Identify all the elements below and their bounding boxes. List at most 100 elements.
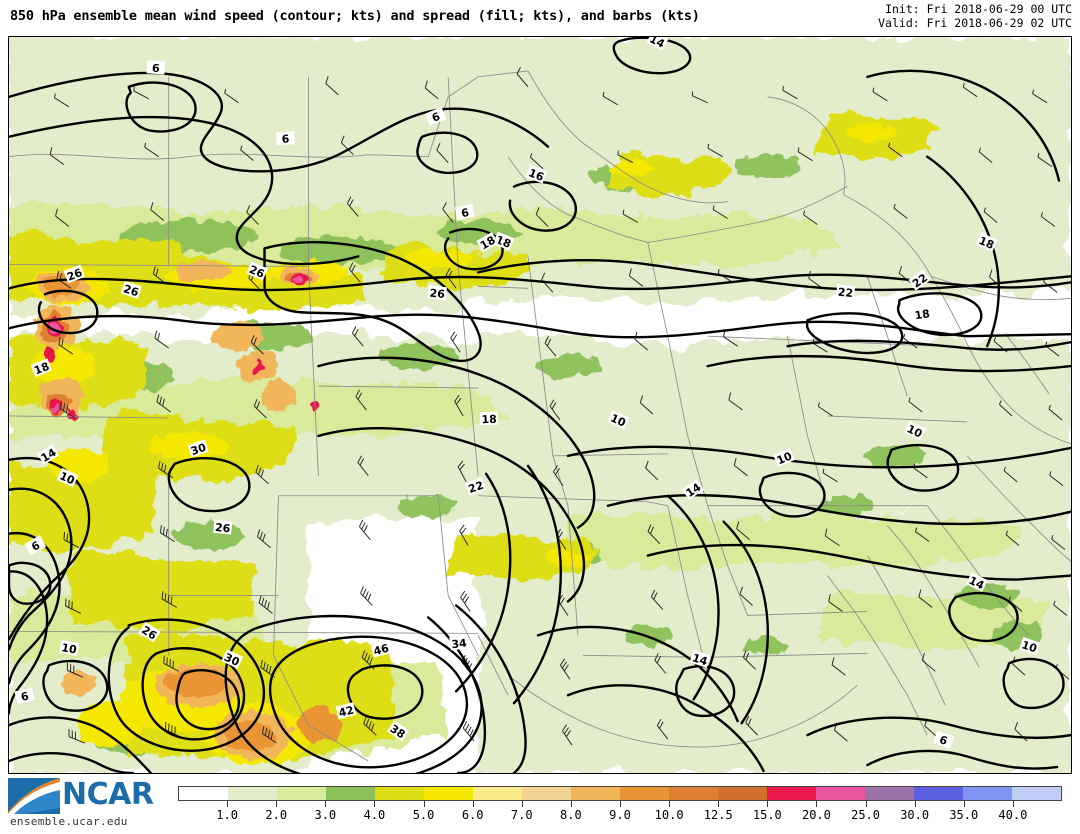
colorbar-tick-label: 3.0	[314, 808, 337, 822]
contour-label: 10	[608, 411, 628, 429]
contour-label-halo	[681, 479, 704, 500]
colorbar-tick-label: 4.0	[363, 808, 386, 822]
contour-label-group: 18	[30, 358, 53, 378]
colorbar-band	[718, 787, 767, 800]
colorbar-band	[228, 787, 277, 800]
contour-label: 42	[337, 704, 355, 720]
contour-label-group: 6	[146, 60, 166, 75]
init-time-label: Init: Fri 2018-06-29 00 UTC	[885, 2, 1072, 16]
contour-label-halo	[689, 649, 711, 668]
contour-label-group: 10	[904, 420, 926, 441]
colorbar-tick	[276, 801, 278, 807]
contour-label-halo	[387, 720, 410, 742]
colorbar-tick	[374, 801, 376, 807]
contour-label-halo	[427, 285, 447, 301]
colorbar-tick	[914, 801, 916, 807]
state-boundaries	[9, 70, 1071, 762]
contour-label-halo	[479, 411, 499, 426]
colorbar-band	[277, 787, 326, 800]
contour-label-group: 6	[454, 203, 475, 221]
colorbar-tick-label: 7.0	[510, 808, 533, 822]
contour-label: 46	[372, 641, 390, 658]
contour-label: 26	[122, 282, 141, 299]
contour-label-halo	[646, 37, 669, 51]
colorbar-tick-label: 40.0	[998, 808, 1028, 822]
contour-label-group: 46	[370, 640, 392, 658]
contour-label: 14	[967, 574, 987, 593]
contour-label-halo	[525, 164, 548, 184]
colorbar-ticks	[178, 801, 1062, 809]
contour-label-group: 30	[187, 439, 209, 458]
contour-label-halo	[933, 730, 955, 749]
colorbar-tick-label: 5.0	[412, 808, 435, 822]
contour-label: 18	[32, 360, 51, 378]
contour-label-halo	[904, 420, 926, 441]
colorbar-tick-labels: 1.0 2.0 3.0 4.0 5.0 6.0 7.0 8.0 9.0 10.0 12.5 15.0 2…	[0, 808, 1080, 826]
contour-label-halo	[965, 572, 988, 592]
colorbar-tick-label: 8.0	[560, 808, 582, 822]
contour-label: 30	[189, 441, 208, 458]
contour-label-halo	[213, 519, 233, 535]
contour-label: 6	[460, 206, 470, 220]
contour-label-halo	[63, 264, 86, 284]
colorbar-band	[767, 787, 816, 800]
page-title: 850 hPa ensemble mean wind speed (contou…	[10, 8, 700, 24]
colorbar-tick	[865, 801, 867, 807]
contour-label-halo	[454, 203, 475, 221]
contour-label-group: 10	[607, 410, 630, 430]
contour-label: 26	[247, 263, 266, 281]
colorbar-band	[914, 787, 963, 800]
contour-label-group: 6	[933, 730, 955, 749]
valid-time-label: Valid: Fri 2018-06-29 02 UTC	[878, 16, 1072, 30]
map-panel[interactable]: 14 6 6 6 16 6 18 26 26 26 26 18 18 22 22 18 18 18 10 10 10 30…	[8, 36, 1072, 774]
contour-label-halo	[14, 687, 35, 705]
colorbar-tick	[718, 801, 720, 807]
colorbar-tick-label: 2.0	[265, 808, 288, 822]
colorbar-band	[963, 787, 1012, 800]
colorbar-band	[179, 787, 228, 800]
colorbar-tick	[1012, 801, 1014, 807]
colorbar-band	[375, 787, 424, 800]
colorbar[interactable]	[178, 786, 1062, 801]
colorbar-band	[522, 787, 571, 800]
colorbar-tick	[816, 801, 818, 807]
contour-label-group: 6	[14, 687, 35, 705]
contour-label-group: 22	[465, 477, 487, 496]
contour-label-halo	[424, 107, 447, 126]
contour-label-halo	[335, 702, 357, 720]
colorbar-tick	[963, 801, 965, 807]
colorbar-tick	[620, 801, 621, 807]
contour-label-halo	[773, 448, 795, 467]
colorbar-tick	[570, 801, 572, 807]
colorbar-band	[326, 787, 375, 800]
contour-label-halo	[56, 467, 79, 488]
contour-label: 10	[57, 469, 77, 487]
colorbar-tick-label: 35.0	[949, 808, 979, 822]
contour-label-group: 6	[24, 535, 47, 556]
contour-label-halo	[449, 635, 469, 651]
contour-label: 10	[905, 422, 925, 441]
contour-label-halo	[370, 640, 392, 658]
contour-label-halo	[975, 232, 998, 252]
contour-label-halo	[246, 261, 268, 281]
contour-label-halo	[908, 269, 931, 291]
contour-label-group: 26	[63, 264, 86, 284]
ncar-logo[interactable]: NCAR ensemble.ucar.edu	[8, 778, 173, 830]
contour-label-halo	[1018, 636, 1041, 655]
contour-label-group: 14	[689, 649, 711, 668]
contour-label-group: 18	[975, 232, 998, 252]
contour-label-halo	[912, 305, 932, 322]
colorbar-band	[571, 787, 620, 800]
contour-label-halo	[187, 439, 209, 458]
contour-label-halo	[476, 232, 499, 253]
contour-label-group: 26	[246, 261, 268, 281]
contour-label-halo	[120, 280, 142, 299]
contour-label-halo	[276, 131, 295, 146]
contour-label-group: 18	[492, 231, 515, 251]
contour-label: 18	[481, 413, 497, 427]
colorbar-tick-label: 6.0	[461, 808, 484, 822]
contour-label-halo	[146, 60, 166, 75]
contour-label-group: 26	[120, 280, 142, 299]
contour-label: 18	[977, 234, 996, 252]
